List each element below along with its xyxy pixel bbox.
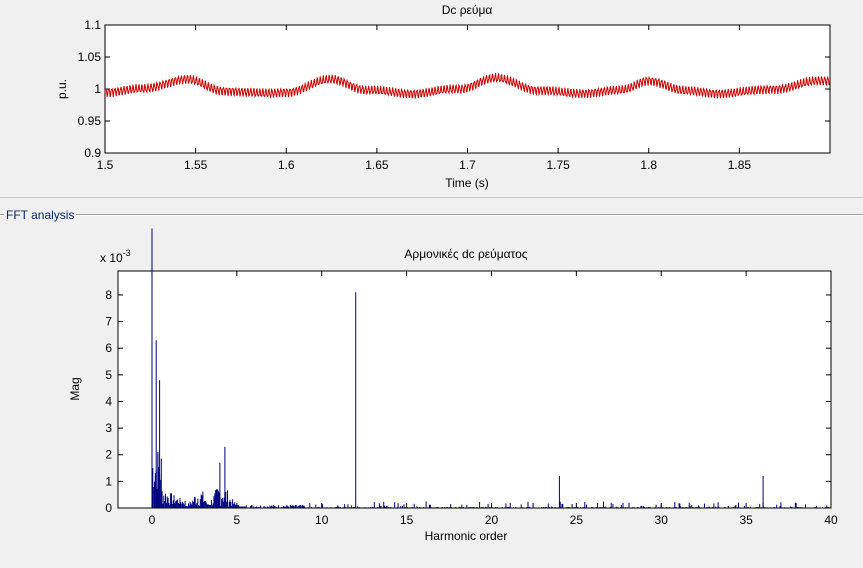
top-x-tick-label: 1.85	[728, 158, 752, 172]
top-y-tick-label: 1.1	[84, 18, 101, 32]
top-x-tick-label: 1.75	[546, 158, 570, 172]
bottom-scale-label: x 10-3	[100, 248, 131, 265]
bottom-x-tick-label: 30	[655, 513, 669, 527]
bottom-x-tick-label: 10	[315, 513, 329, 527]
bottom-y-tick-label: 8	[105, 288, 112, 302]
top-y-tick-label: 1	[94, 82, 101, 96]
top-x-axis-label: Time (s)	[445, 176, 489, 190]
top-x-tick-label: 1.65	[365, 158, 389, 172]
bottom-chart-title: Αρμονικές dc ρεύματος	[404, 247, 527, 261]
bottom-plot-area	[117, 270, 832, 509]
top-y-tick-label: 0.95	[78, 114, 102, 128]
harmonic-bars	[151, 228, 832, 508]
bottom-x-axis-label: Harmonic order	[425, 529, 508, 543]
bottom-x-tick-label: 35	[739, 513, 753, 527]
bottom-x-tick-label: 25	[570, 513, 584, 527]
bottom-x-tick-label: 40	[824, 513, 838, 527]
bottom-y-tick-label: 5	[105, 368, 112, 382]
bottom-y-tick-label: 0	[105, 501, 112, 515]
top-x-tick-label: 1.6	[278, 158, 295, 172]
top-y-axis-label: p.u.	[55, 79, 69, 99]
top-x-tick-label: 1.55	[184, 158, 208, 172]
dc-current-series-line	[104, 73, 830, 100]
top-x-tick-label: 1.7	[459, 158, 476, 172]
bottom-y-tick-label: 6	[105, 341, 112, 355]
bottom-x-tick-label: 20	[485, 513, 499, 527]
fft-panel-title: FFT analysis	[4, 208, 77, 222]
top-chart-title: Dc ρεύμα	[442, 3, 493, 17]
bottom-y-tick-label: 4	[105, 394, 112, 408]
top-y-tick-label: 1.05	[78, 50, 102, 64]
bottom-y-tick-label: 2	[105, 448, 112, 462]
bottom-y-axis-label: Mag	[68, 377, 82, 400]
bottom-x-tick-label: 5	[233, 513, 240, 527]
bottom-x-tick-label: 0	[149, 513, 156, 527]
bottom-y-tick-label: 3	[105, 421, 112, 435]
plot-divider	[0, 197, 863, 198]
dc-current-chart: Dc ρεύμα Time (s) p.u. 1.5 1.55 1.6 1.65 1.7…	[55, 3, 831, 190]
panel-border	[0, 214, 863, 215]
panel-border-highlight	[0, 215, 863, 216]
top-x-tick-label: 1.8	[640, 158, 657, 172]
bottom-y-tick-label: 1	[105, 474, 112, 488]
top-x-tick-label: 1.5	[97, 158, 114, 172]
bottom-x-tick-label: 15	[400, 513, 414, 527]
top-y-tick-label: 0.9	[84, 146, 101, 160]
bottom-y-tick-label: 7	[105, 315, 112, 329]
